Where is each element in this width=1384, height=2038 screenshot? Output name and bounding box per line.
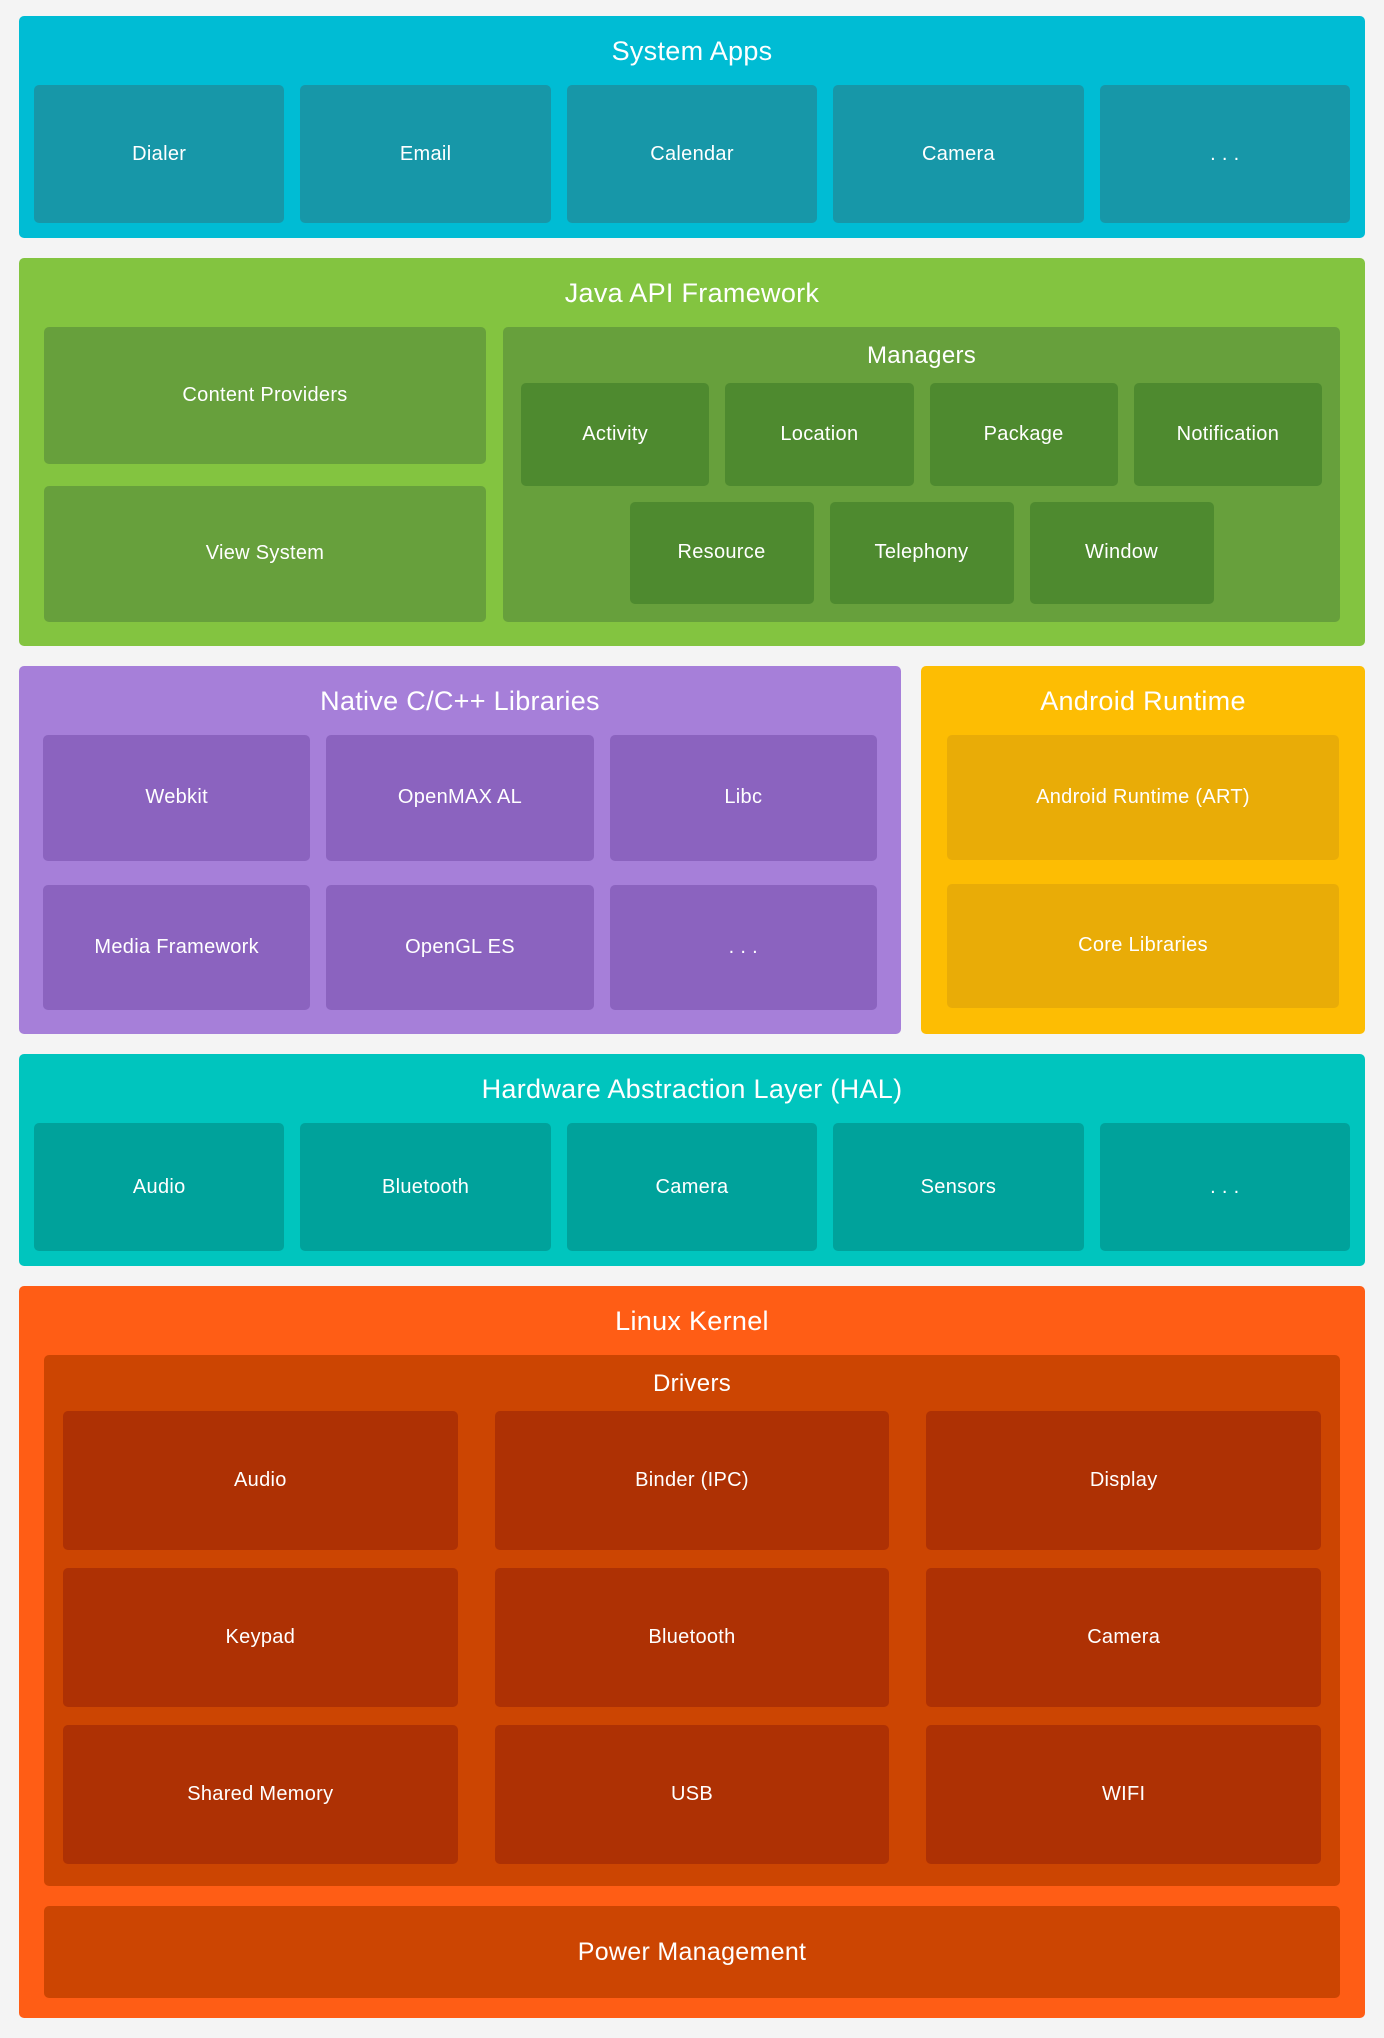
managers-group: Managers Activity Location Package Notif… [503,327,1340,622]
box-hal-camera: Camera [566,1123,818,1251]
box-openmax-al: OpenMAX AL [326,735,594,861]
hal-title: Hardware Abstraction Layer (HAL) [481,1074,903,1104]
box-notification-manager: Notification [1133,383,1322,486]
drivers-group: Drivers Audio Binder (IPC) Display Keypa… [44,1355,1340,1886]
box-driver-binder-ipc: Binder (IPC) [494,1411,890,1550]
box-telephony-manager: Telephony [829,501,1014,604]
android-runtime-title: Android Runtime [1040,686,1246,716]
section-android-runtime: Android Runtime Android Runtime (ART) Co… [921,666,1365,1034]
box-driver-display: Display [926,1411,1321,1550]
native-libraries-title: Native C/C++ Libraries [320,686,600,716]
box-hal-audio: Audio [34,1123,285,1251]
native-libraries-grid: Webkit OpenMAX AL Libc Media Framework O… [43,735,877,1010]
box-android-runtime-art: Android Runtime (ART) [947,735,1339,860]
system-apps-row: Dialer Email Calendar Camera . . . [34,85,1351,223]
system-apps-title: System Apps [611,36,773,66]
box-hal-sensors: Sensors [833,1123,1084,1251]
managers-title: Managers [866,342,977,369]
box-libc: Libc [609,735,877,861]
linux-kernel-title: Linux Kernel [615,1306,769,1336]
section-hal: Hardware Abstraction Layer (HAL) Audio B… [19,1054,1365,1266]
box-driver-shared-memory: Shared Memory [63,1725,458,1864]
box-opengl-es: OpenGL ES [326,884,594,1010]
box-view-system: View System [44,485,486,622]
box-media-framework: Media Framework [43,884,311,1010]
box-activity-manager: Activity [521,383,710,486]
section-linux-kernel: Linux Kernel Drivers Audio Binder (IPC) … [19,1286,1365,2018]
box-driver-bluetooth: Bluetooth [494,1568,890,1707]
box-more-libraries: . . . [609,884,877,1010]
java-framework-left-column: Content Providers View System [44,327,486,622]
box-package-manager: Package [929,383,1118,486]
box-core-libraries: Core Libraries [947,883,1339,1008]
box-location-manager: Location [725,383,914,486]
box-calendar: Calendar [566,85,818,223]
box-camera-app: Camera [833,85,1084,223]
box-power-management: Power Management [44,1906,1340,1998]
managers-row-2: Resource Telephony Window [503,501,1340,604]
native-and-runtime-row: Native C/C++ Libraries Webkit OpenMAX AL… [19,666,1365,1034]
box-hal-bluetooth: Bluetooth [300,1123,551,1251]
box-window-manager: Window [1029,501,1214,604]
box-driver-camera: Camera [926,1568,1321,1707]
box-hal-more: . . . [1099,1123,1351,1251]
box-driver-wifi: WIFI [926,1725,1321,1864]
section-system-apps: System Apps Dialer Email Calendar Camera… [19,16,1365,238]
box-driver-usb: USB [494,1725,890,1864]
box-driver-keypad: Keypad [63,1568,458,1707]
box-dialer: Dialer [34,85,285,223]
box-more-apps: . . . [1099,85,1351,223]
box-resource-manager: Resource [629,501,814,604]
managers-row-1: Activity Location Package Notification [503,383,1340,486]
box-webkit: Webkit [43,735,311,861]
hal-row: Audio Bluetooth Camera Sensors . . . [34,1123,1351,1251]
box-driver-audio: Audio [63,1411,458,1550]
box-email: Email [300,85,551,223]
section-native-libraries: Native C/C++ Libraries Webkit OpenMAX AL… [19,666,901,1034]
box-content-providers: Content Providers [44,327,486,464]
drivers-title: Drivers [652,1370,732,1397]
android-runtime-column: Android Runtime (ART) Core Libraries [947,735,1339,1008]
section-java-api-framework: Java API Framework Content Providers Vie… [19,258,1365,646]
java-framework-title: Java API Framework [564,278,820,308]
drivers-grid: Audio Binder (IPC) Display Keypad Blueto… [44,1411,1340,1864]
java-framework-body: Content Providers View System Managers A… [44,327,1340,622]
